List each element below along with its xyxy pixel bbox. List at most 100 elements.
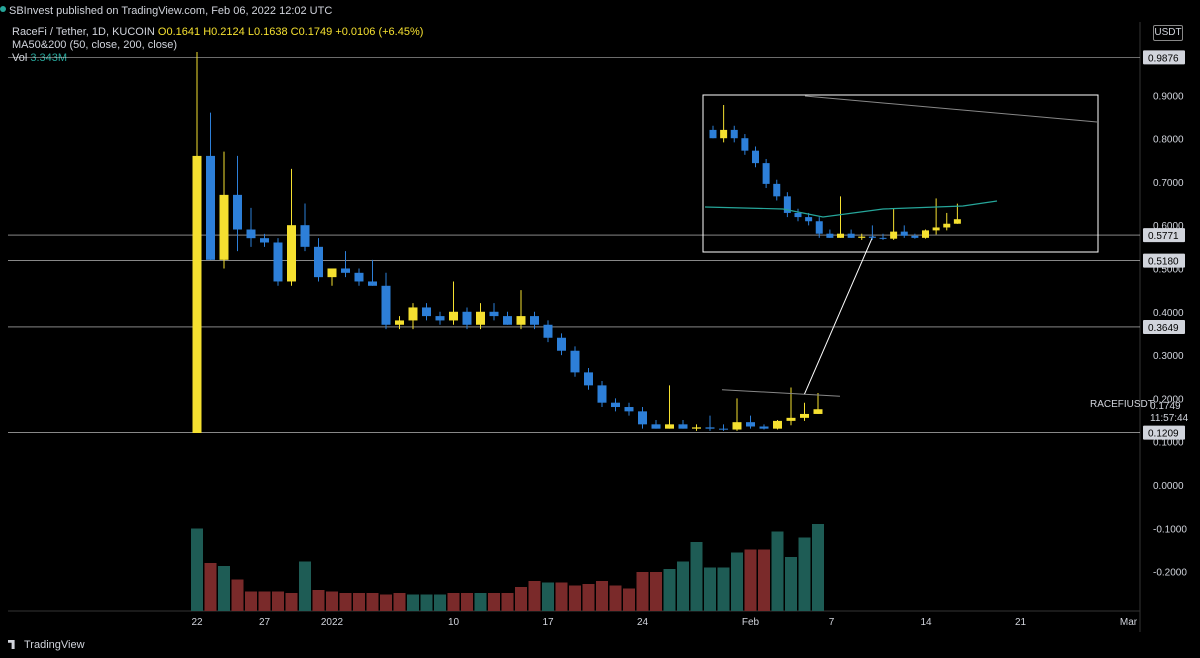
candle-body [651,424,661,429]
inset-candle-body [815,221,823,234]
candle-body [773,420,782,429]
candle-body [543,324,553,338]
volume-bar [285,593,298,611]
brand-text: TradingView [24,639,85,651]
volume-bar [542,582,554,611]
high-value: H0.2124 [203,26,245,38]
top-bar: SBInvest published on TradingView.com, F… [0,0,1200,22]
currency-button[interactable]: USDT [1153,25,1183,41]
candle-body [570,350,580,373]
level-price-label: 0.3649 [1148,323,1179,334]
candle-body [530,316,539,325]
inset-candle-body [730,129,738,139]
candle-body [314,246,323,278]
inset-trendline [804,95,1098,123]
inset-candle-body [773,183,781,197]
time-tick-label: 17 [542,617,554,628]
volume-bar [407,594,419,611]
volume-label[interactable]: Vol [12,52,28,64]
candle-body [287,225,296,282]
last-price-value: 0.1749 [1150,401,1181,412]
price-tick-label: -0.2000 [1153,568,1187,579]
volume-bar [515,587,527,611]
inset-candle-body [783,196,791,213]
price-tick-label: 0.9000 [1153,91,1184,102]
volume-bar [677,561,689,611]
candle-body [597,385,607,403]
level-price-badge [1143,228,1185,243]
inset-candle-body [709,129,717,139]
inset-candle-body [847,233,855,238]
volume-bar [299,561,311,611]
price-tick-label: 0.2000 [1153,394,1184,405]
candle-body [206,155,215,260]
volume-bar [528,581,541,611]
volume-bar [420,594,433,611]
inset-candle-body [900,231,908,236]
level-price-badge [1143,425,1185,440]
volume-bar [339,593,352,611]
volume-value: 3.343M [30,52,68,64]
volume-bar [744,549,757,611]
candle-body [462,311,472,325]
price-tick-label: -0.1000 [1153,524,1187,535]
time-tick-label: 22 [191,617,203,628]
candle-body [435,316,445,321]
volume-bar [353,593,365,611]
candle-body [489,311,499,317]
candle-body [300,225,310,247]
candle-body [368,281,377,286]
price-tick-label: 0.5000 [1153,264,1184,275]
volume-bar [798,537,811,611]
volume-bar [717,567,730,611]
ma-indicator-label[interactable]: MA50&200 (50, close, 200, close) [12,39,178,51]
price-tick-label: 0.3000 [1153,351,1184,362]
candle-body [219,194,229,260]
volume-bar [231,579,244,611]
last-price-countdown: 11:57:44 [1150,413,1189,424]
close-value: C0.1749 [290,26,333,38]
resistance-trendline [721,389,841,397]
volume-bar [812,524,824,611]
inset-candle-body [741,138,749,151]
volume-bar [785,557,797,611]
tradingview-logo-icon [8,640,15,649]
inset-candle-body [879,237,887,239]
volume-bar [366,593,379,611]
inset-zoom-box [702,94,1099,253]
volume-bar [731,552,743,611]
candle-body [557,337,566,351]
volume-bar [650,572,662,611]
candle-body [381,285,391,325]
volume-bar [636,572,649,611]
published-by-text: SBInvest published on TradingView.com, F… [9,5,333,17]
inset-candle-body [720,129,728,139]
inset-candle-body [922,230,929,238]
inset-candle-body [858,236,866,238]
volume-bar [245,591,257,611]
price-tick-label: 0.8000 [1153,135,1184,146]
inset-candle-body [837,233,844,238]
time-tick-label: 21 [1015,617,1027,628]
volume-bar [758,549,770,611]
volume-bar [434,594,446,611]
candle-body [503,316,512,325]
volume-bar [312,590,325,611]
candle-body [746,422,755,427]
symbol-label[interactable]: RaceFi / Tether, 1D, KUCOIN [12,26,155,38]
time-tick-label: Feb [742,617,760,628]
level-price-label: 0.5180 [1148,257,1179,268]
volume-bar [569,585,581,611]
volume-bar [447,593,460,611]
volume-bar [461,593,473,611]
level-price-label: 0.1209 [1148,429,1179,440]
inset-candle-body [943,223,951,228]
candle-body [422,307,431,317]
candle-body [638,411,647,425]
time-tick-label: 24 [637,617,649,628]
time-tick-label: 2022 [321,617,344,628]
inset-candle-body [752,150,759,164]
candle-body [327,268,337,278]
level-price-badge [1143,50,1185,65]
